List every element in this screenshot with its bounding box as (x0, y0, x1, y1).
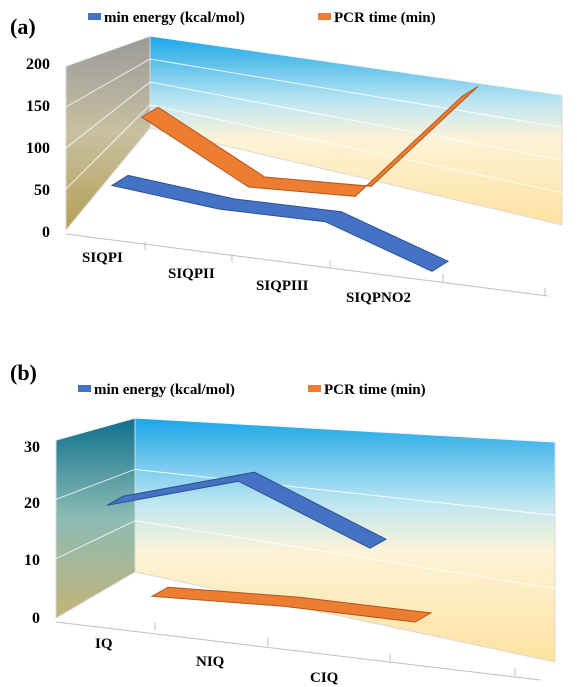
back-gridline (149, 81, 563, 161)
legend-swatch-min-energy (78, 385, 91, 392)
category-label: IQ (95, 636, 113, 652)
back-gridline (149, 35, 563, 96)
legend-swatch-min-energy (88, 13, 101, 20)
side-wall (65, 35, 151, 232)
side-gridline (55, 520, 136, 560)
panel-label: (b) (10, 360, 37, 385)
floor-axis-line (55, 621, 541, 681)
legend-label: PCR time (min) (324, 382, 426, 398)
y-tick-label: 150 (26, 98, 50, 115)
y-tick-label: 10 (24, 552, 40, 569)
series-ribbon-pcr-time (141, 85, 479, 197)
y-tick-label: 0 (42, 224, 50, 241)
legend-swatch-pcr-time (308, 385, 321, 392)
y-tick-label: 100 (26, 140, 50, 157)
back-gridline (134, 417, 556, 443)
side-gridline (65, 104, 151, 190)
side-gridline (55, 468, 136, 500)
legend-label: PCR time (min) (334, 10, 436, 26)
chart-a-svg: (a) 0 50 100 150 200 SIQPI SIQPII SIQPIII SIQPNO2… (10, 10, 563, 306)
side-wall (55, 417, 136, 619)
y-tick-label: 20 (24, 495, 40, 512)
y-tick-label: 50 (34, 182, 50, 199)
floor-axis-line (65, 233, 549, 297)
category-label: SIQPI (82, 250, 123, 266)
category-label: SIQPIII (256, 278, 309, 294)
category-label: CIQ (310, 670, 339, 686)
chart-b-svg: (b) 0 10 20 30 IQ NIQ CIQ min energy (kcal/mol) P… (10, 360, 556, 686)
side-gridline (55, 417, 136, 441)
legend-label: min energy (kcal/mol) (104, 10, 245, 26)
back-gridline (134, 468, 556, 516)
panel-label: (a) (10, 14, 36, 39)
y-tick-label: 200 (26, 56, 50, 73)
legend-label: min energy (kcal/mol) (94, 382, 235, 398)
side-gridline (65, 81, 151, 149)
category-label: SIQPII (168, 266, 215, 282)
category-label: SIQPNO2 (346, 290, 411, 306)
back-wall (134, 417, 556, 663)
legend-swatch-pcr-time (318, 13, 331, 20)
category-label: NIQ (196, 654, 225, 670)
side-gridline (65, 35, 151, 67)
back-gridline (149, 58, 563, 128)
chart-panel-a: (a) 0 50 100 150 200 SIQPI SIQPII SIQPIII SIQPNO2… (0, 0, 577, 340)
chart-panel-b: (b) 0 10 20 30 IQ NIQ CIQ min energy (kcal/mol) P… (0, 350, 577, 687)
y-tick-label: 0 (32, 610, 40, 627)
series-ribbon-min-energy (106, 471, 388, 549)
series-ribbon-min-energy (110, 174, 450, 272)
back-gridline (149, 104, 563, 193)
series-ribbon-pcr-time (150, 586, 433, 623)
back-gridline (134, 520, 556, 590)
y-tick-label: 30 (24, 439, 40, 456)
side-gridline (65, 58, 151, 108)
